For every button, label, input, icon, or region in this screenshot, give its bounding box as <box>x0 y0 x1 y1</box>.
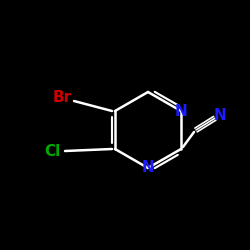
Text: Br: Br <box>52 90 72 106</box>
Text: N: N <box>142 160 154 176</box>
Text: Cl: Cl <box>44 144 60 160</box>
Text: N: N <box>174 104 188 118</box>
Text: N: N <box>214 108 226 122</box>
